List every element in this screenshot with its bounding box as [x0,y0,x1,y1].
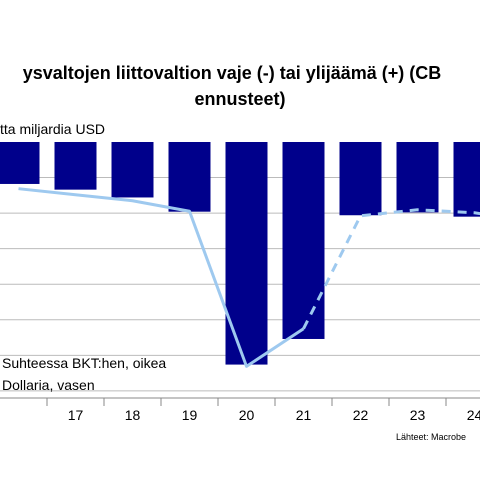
source-note: Lähteet: Macrobe [396,432,467,442]
x-tick-label-21: 21 [296,407,312,423]
x-tick-label-20: 20 [239,407,255,423]
ratio-line-series [18,187,480,368]
bar-17 [54,142,97,190]
x-tick-label-23: 23 [410,407,426,423]
bar-19 [168,142,211,212]
x-tick-label-18: 18 [125,407,141,423]
legend: Suhteessa BKT:hen, oikea Dollaria, vasen [2,355,166,393]
bar-22 [339,142,382,216]
chart-title-line-1: ysvaltojen liittovaltion vaje (-) tai yl… [22,63,442,83]
bar-18 [111,142,154,198]
chart-title-line-2: ennusteet) [194,89,286,109]
legend-bar-label: Dollaria, vasen [2,377,95,393]
bar-series [0,142,480,365]
x-axis [0,397,480,406]
ratio-line-actual [18,187,305,368]
x-axis-ticks: 171819202122232425 [68,407,480,423]
bar-20 [225,142,268,365]
y-axis-unit-label: tta miljardia USD [0,121,106,137]
ratio-line-forecast [302,208,480,330]
legend-line-label: Suhteessa BKT:hen, oikea [2,355,166,371]
x-tick-label-19: 19 [182,407,198,423]
bar-24 [453,142,480,217]
bar-23 [396,142,439,213]
bar-16 [0,142,40,184]
x-tick-label-22: 22 [353,407,369,423]
x-tick-label-24: 24 [467,407,480,423]
x-tick-label-17: 17 [68,407,84,423]
bar-21 [282,142,325,339]
